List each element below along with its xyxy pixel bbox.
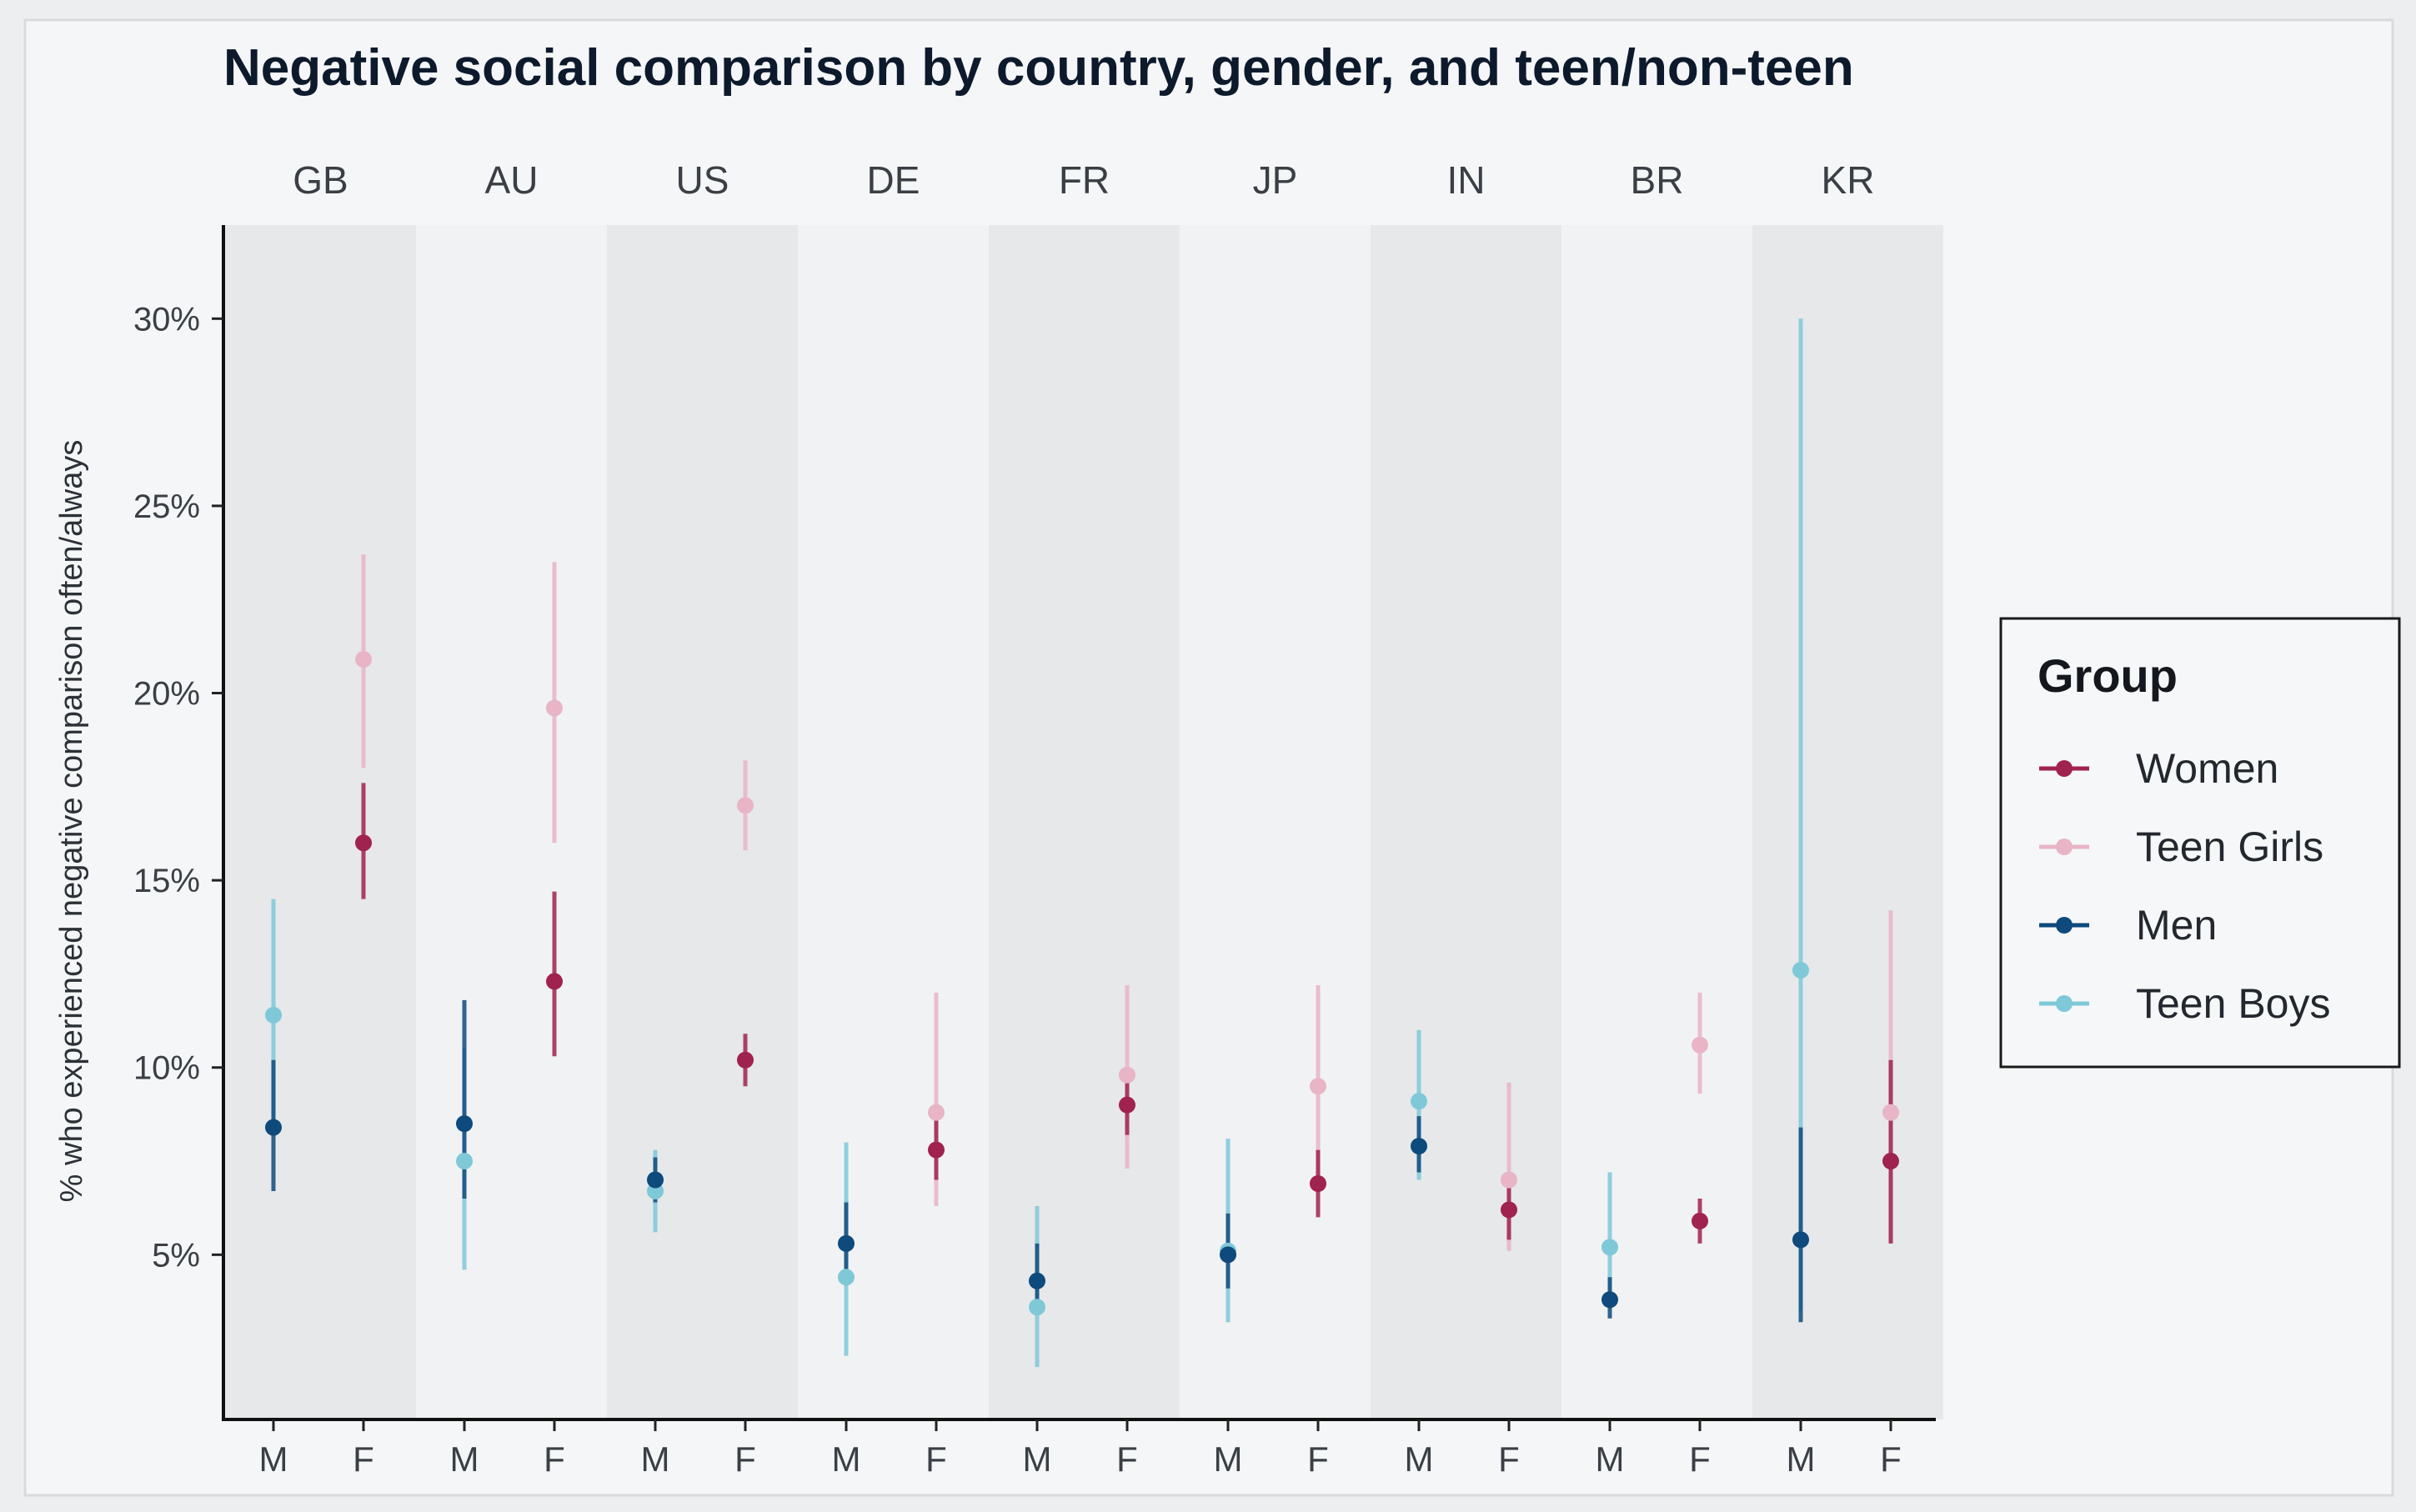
x-tick-label-kr-m: M xyxy=(1787,1439,1816,1479)
x-tick-label-au-f: F xyxy=(544,1439,565,1479)
point-women-in xyxy=(1501,1201,1517,1219)
x-tick-label-jp-m: M xyxy=(1214,1439,1243,1479)
y-tick-label: 15% xyxy=(133,863,200,899)
facet-band-kr xyxy=(1752,225,1943,1419)
y-tick-label: 20% xyxy=(133,676,200,713)
facet-label-br: BR xyxy=(1631,158,1684,202)
point-teen-girls-de xyxy=(928,1104,945,1121)
y-tick-label: 25% xyxy=(133,488,200,525)
point-teen-boys-gb xyxy=(265,1006,282,1024)
point-teen-girls-us xyxy=(737,797,754,814)
chart-title: Negative social comparison by country, g… xyxy=(223,39,1854,97)
point-teen-girls-fr xyxy=(1119,1066,1135,1084)
point-men-gb xyxy=(265,1119,282,1136)
point-women-fr xyxy=(1119,1096,1135,1114)
point-teen-girls-jp xyxy=(1310,1078,1326,1095)
legend-key-point-men xyxy=(2056,917,2073,934)
point-women-kr xyxy=(1882,1153,1899,1170)
y-tick-label: 5% xyxy=(152,1237,200,1274)
point-women-br xyxy=(1692,1212,1708,1229)
point-men-in xyxy=(1411,1138,1427,1155)
facet-label-jp: JP xyxy=(1253,158,1298,202)
point-teen-boys-de xyxy=(838,1269,855,1286)
point-women-de xyxy=(928,1141,945,1159)
facet-bands xyxy=(225,225,1943,1419)
facet-band-jp xyxy=(1180,225,1371,1419)
axes xyxy=(222,225,1936,1421)
x-tick-label-us-f: F xyxy=(734,1439,756,1479)
facet-label-us: US xyxy=(676,158,729,202)
x-tick-label-fr-m: M xyxy=(1023,1439,1052,1479)
facet-label-in: IN xyxy=(1447,158,1486,202)
x-tick-label-br-m: M xyxy=(1596,1439,1625,1479)
data-points xyxy=(265,651,1899,1316)
facet-band-fr xyxy=(989,225,1180,1419)
point-women-jp xyxy=(1310,1174,1326,1192)
facet-band-au xyxy=(416,225,607,1419)
facet-band-us xyxy=(607,225,798,1419)
legend-items: Women Teen Girls Men Teen Boys xyxy=(2039,745,2330,1027)
point-teen-boys-kr xyxy=(1792,961,1809,979)
point-men-fr xyxy=(1029,1272,1045,1289)
y-tick-label: 10% xyxy=(133,1050,200,1087)
point-teen-girls-au xyxy=(546,699,563,717)
point-men-us xyxy=(647,1171,664,1189)
y-tick-label: 30% xyxy=(133,301,200,338)
legend-title: Group xyxy=(2038,649,2178,702)
legend-label-teen-boys: Teen Boys xyxy=(2136,980,2330,1027)
legend-label-teen-girls: Teen Girls xyxy=(2136,824,2323,870)
x-tick-label-au-m: M xyxy=(450,1439,479,1479)
x-tick-label-br-f: F xyxy=(1689,1439,1711,1479)
facet-label-kr: KR xyxy=(1822,158,1875,202)
point-men-jp xyxy=(1220,1246,1236,1264)
x-tick-label-kr-f: F xyxy=(1880,1439,1902,1479)
x-tick-label-de-f: F xyxy=(925,1439,947,1479)
facet-label-de: DE xyxy=(867,158,920,202)
point-men-au xyxy=(456,1115,473,1133)
y-axis-label: % who experienced negative comparison of… xyxy=(54,440,89,1203)
legend-label-women: Women xyxy=(2136,745,2278,792)
x-tick-label-us-m: M xyxy=(641,1439,670,1479)
point-men-kr xyxy=(1792,1231,1809,1249)
x-tick-label-de-m: M xyxy=(832,1439,861,1479)
legend-key-point-teen-girls xyxy=(2056,839,2073,855)
point-teen-boys-fr xyxy=(1029,1299,1045,1316)
x-tick-label-in-m: M xyxy=(1405,1439,1434,1479)
facet-label-gb: GB xyxy=(293,158,348,202)
facet-labels: GB AU US DE FR JP IN BR KR xyxy=(293,158,1874,202)
facet-band-de xyxy=(798,225,989,1419)
point-teen-boys-in xyxy=(1411,1093,1427,1110)
point-women-au xyxy=(546,973,563,990)
point-women-gb xyxy=(355,834,372,852)
point-women-us xyxy=(737,1051,754,1069)
point-teen-girls-gb xyxy=(355,651,372,668)
x-tick-label-gb-f: F xyxy=(353,1439,374,1479)
legend-label-men: Men xyxy=(2136,902,2217,949)
legend-key-point-women xyxy=(2056,760,2073,777)
legend-key-point-teen-boys xyxy=(2056,995,2073,1012)
point-teen-girls-kr xyxy=(1882,1104,1899,1121)
y-ticks: 5% 10% 15% 20% 25% 30% xyxy=(133,301,223,1274)
facet-band-gb xyxy=(225,225,416,1419)
x-tick-label-fr-f: F xyxy=(1116,1439,1138,1479)
point-teen-girls-br xyxy=(1692,1036,1708,1054)
facet-label-fr: FR xyxy=(1059,158,1110,202)
point-teen-girls-in xyxy=(1501,1171,1517,1189)
x-tick-label-in-f: F xyxy=(1498,1439,1520,1479)
x-tick-label-jp-f: F xyxy=(1307,1439,1329,1479)
point-teen-boys-au xyxy=(456,1153,473,1170)
facet-band-br xyxy=(1561,225,1752,1419)
facet-label-au: AU xyxy=(485,158,539,202)
point-men-de xyxy=(838,1234,855,1252)
legend: Group Women Teen Girls Men Teen Boys xyxy=(1999,617,2401,1069)
point-teen-boys-br xyxy=(1601,1239,1618,1256)
x-tick-label-gb-m: M xyxy=(259,1439,288,1479)
point-men-br xyxy=(1601,1291,1618,1309)
facet-band-in xyxy=(1371,225,1561,1419)
